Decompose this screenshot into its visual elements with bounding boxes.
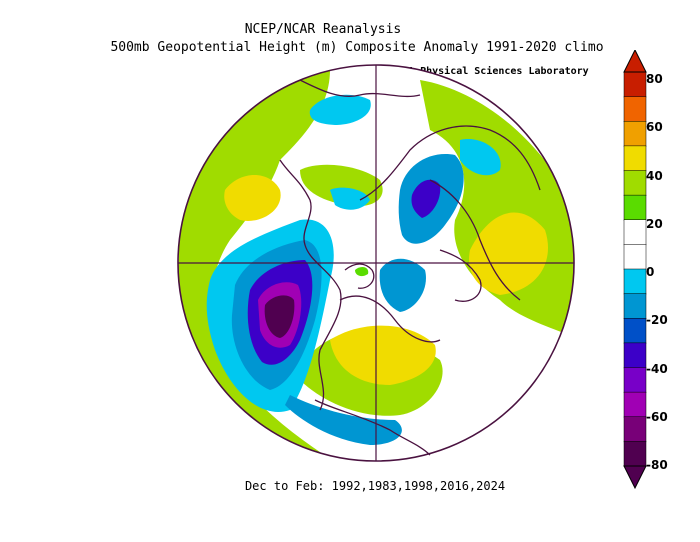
colorbar-swatch xyxy=(623,121,647,147)
colorbar-tick-label: -20 xyxy=(646,313,668,328)
colorbar-tick-label: 0 xyxy=(646,265,655,279)
colorbar xyxy=(623,50,647,490)
colorbar-swatch xyxy=(623,96,647,122)
polar-anomaly-map xyxy=(177,64,575,462)
colorbar-tick-label: 40 xyxy=(646,168,663,183)
colorbar-swatch xyxy=(623,268,647,295)
colorbar-swatch xyxy=(623,293,647,319)
footer-caption: Dec to Feb: 1992,1983,1998,2016,2024 xyxy=(244,479,506,493)
colorbar-swatch xyxy=(623,219,647,246)
colorbar-swatch xyxy=(623,391,647,418)
coastlines xyxy=(279,79,541,456)
colorbar-tick-label: 20 xyxy=(646,216,663,231)
credit-label: NOAA Physical Sciences Laboratory xyxy=(390,66,589,77)
colorbar-swatch xyxy=(623,441,647,467)
colorbar-tick-label: 60 xyxy=(646,120,663,135)
map-subtitle: 500mb Geopotential Height (m) Composite … xyxy=(110,40,604,55)
colorbar-swatch xyxy=(623,194,647,221)
colorbar-tick-label: 80 xyxy=(646,72,663,86)
colorbar-tick-label: -80 xyxy=(646,458,668,472)
colorbar-swatch xyxy=(623,145,647,172)
colorbar-tick-label: -40 xyxy=(646,361,668,376)
colorbar-swatch xyxy=(623,244,647,270)
anomaly-field xyxy=(178,65,574,461)
colorbar-swatch xyxy=(623,170,647,196)
colorbar-swatch xyxy=(623,318,647,344)
colorbar-swatch xyxy=(623,416,647,443)
colorbar-tick-label: -60 xyxy=(646,409,668,424)
map-title: NCEP/NCAR Reanalysis xyxy=(244,22,402,37)
grid-lines xyxy=(177,64,575,462)
colorbar-swatch xyxy=(623,71,647,98)
colorbar-swatch xyxy=(623,367,647,393)
colorbar-swatch xyxy=(623,342,647,369)
